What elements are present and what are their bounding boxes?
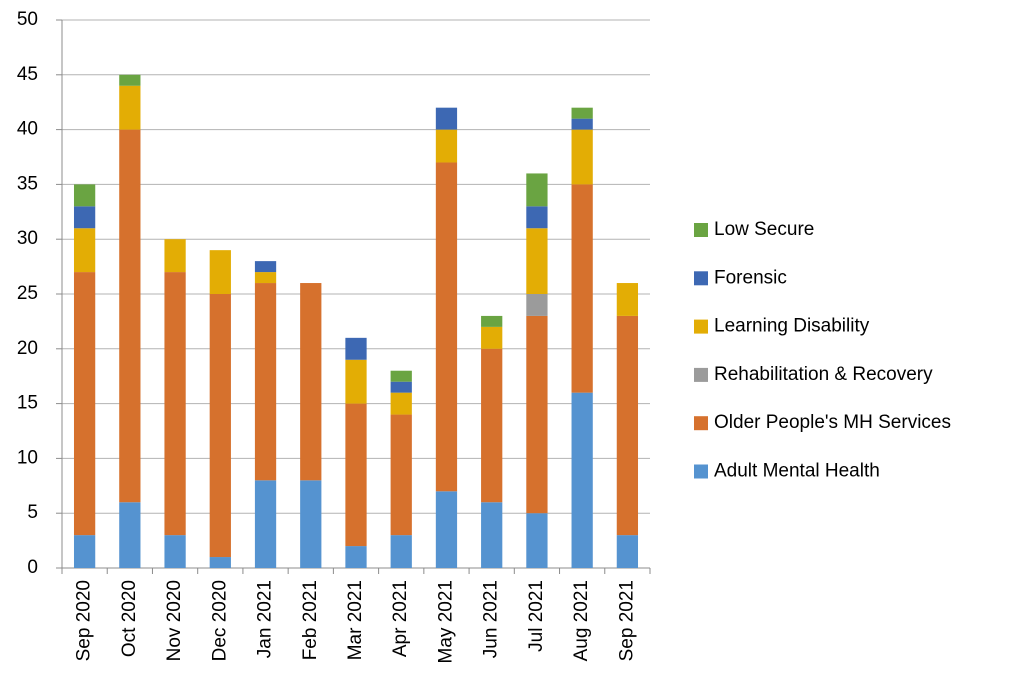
y-tick-label: 45	[17, 64, 38, 85]
x-tick-label: Aug 2021	[571, 580, 592, 661]
x-tick-label: Oct 2020	[119, 580, 140, 657]
y-tick-label: 25	[17, 283, 38, 304]
bar-segment	[571, 129, 593, 185]
legend-label: Older People's MH Services	[714, 412, 951, 433]
bar-segment	[300, 283, 322, 481]
bar-segment	[435, 107, 458, 130]
bar-segment	[119, 129, 141, 503]
bar-segment	[209, 557, 231, 568]
bar-segment	[73, 272, 96, 536]
y-tick-label: 20	[17, 338, 38, 359]
bar-segment	[435, 129, 458, 163]
legend-swatch	[694, 416, 708, 431]
bar-segment	[73, 184, 96, 207]
bar-segment	[571, 392, 593, 568]
bar-segment	[481, 315, 503, 327]
x-tick-label: Sep 2021	[616, 580, 637, 661]
bar-segment	[435, 491, 458, 568]
bar-segment	[571, 118, 593, 130]
y-tick-label: 35	[17, 173, 38, 194]
bar-segment	[254, 261, 277, 273]
legend-swatch	[694, 367, 708, 382]
bar-segment	[254, 272, 277, 284]
legend-swatch	[694, 319, 708, 334]
x-tick-label: Feb 2021	[300, 580, 321, 660]
x-tick-label: Jul 2021	[526, 580, 547, 652]
x-tick-label: Mar 2021	[345, 580, 366, 660]
bar-segment	[73, 228, 96, 273]
bar-segment	[481, 326, 503, 349]
bar-segment	[254, 283, 277, 481]
bar-segment	[119, 502, 141, 568]
bar-segment	[73, 535, 96, 568]
bar-segment	[616, 535, 639, 568]
bar-segment	[571, 107, 593, 119]
bar-segment	[164, 535, 186, 568]
bar-segment	[119, 85, 141, 130]
bar-segment	[73, 206, 96, 229]
bar-segment	[164, 239, 186, 273]
y-tick-label: 30	[17, 228, 38, 249]
x-tick-label: Jun 2021	[481, 580, 502, 658]
bar-segment	[571, 184, 593, 393]
bar-segment	[119, 74, 141, 86]
y-tick-label: 10	[17, 447, 38, 468]
bar-segment	[526, 294, 548, 316]
legend-swatch	[694, 464, 708, 479]
bar-segment	[435, 162, 458, 492]
legend-label: Adult Mental Health	[714, 461, 880, 482]
bar-segment	[526, 173, 548, 207]
bar-segment	[345, 546, 367, 568]
bar-segment	[345, 403, 367, 547]
legend-label: Low Secure	[714, 219, 814, 240]
bar-segment	[616, 283, 639, 316]
bar-segment	[526, 228, 548, 294]
bar-segment	[164, 272, 186, 536]
legend-swatch	[694, 271, 708, 286]
legend-label: Rehabilitation & Recovery	[714, 364, 933, 385]
bar-segment	[526, 513, 548, 568]
x-tick-label: Sep 2020	[74, 580, 95, 661]
y-tick-label: 40	[17, 119, 38, 140]
bar-segment	[209, 250, 231, 294]
bar-segment	[390, 381, 412, 393]
bar-segment	[300, 480, 322, 568]
bar-segment	[481, 502, 503, 568]
bar-segment	[345, 359, 367, 404]
bar-segment	[390, 414, 412, 536]
x-tick-label: Jan 2021	[255, 580, 276, 658]
y-tick-label: 50	[17, 9, 38, 30]
y-tick-label: 15	[17, 393, 38, 414]
bar-segment	[616, 315, 639, 536]
bar-segment	[481, 348, 503, 503]
x-tick-label: Apr 2021	[390, 580, 411, 657]
x-tick-label: Dec 2020	[209, 580, 230, 661]
bar-segment	[209, 294, 231, 558]
x-tick-label: May 2021	[435, 580, 456, 663]
legend-label: Learning Disability	[714, 316, 870, 337]
bar-segment	[526, 315, 548, 514]
bar-segment	[345, 337, 367, 360]
bar-segment	[390, 370, 412, 382]
bar-segment	[390, 535, 412, 568]
y-tick-label: 5	[27, 502, 38, 523]
bar-segment	[390, 392, 412, 415]
legend-swatch	[694, 223, 708, 237]
y-tick-label: 0	[27, 557, 38, 578]
legend-label: Forensic	[714, 267, 787, 288]
x-tick-label: Nov 2020	[164, 580, 185, 661]
bar-segment	[254, 480, 277, 568]
bar-segment	[526, 206, 548, 229]
